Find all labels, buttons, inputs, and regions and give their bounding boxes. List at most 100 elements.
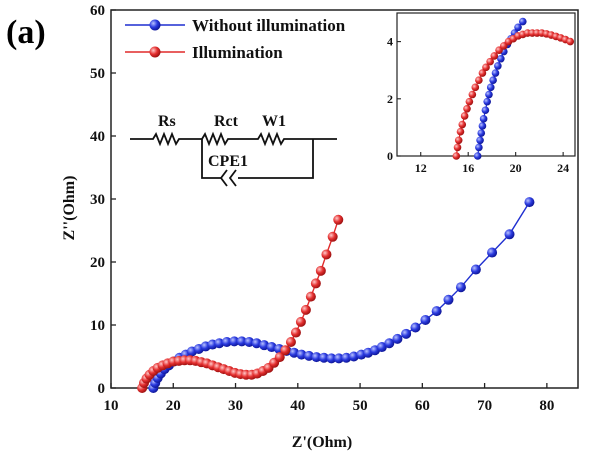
inset-data-point-illum [453,143,462,152]
inset-data-point-without [483,97,491,106]
data-point-without [431,306,442,317]
data-point-illum [327,231,338,242]
inset-data-point-illum [456,127,465,136]
data-point-illum [300,304,311,315]
legend-marker-without [149,19,161,31]
inset-data-point-illum [460,112,469,120]
x-tick-label: 30 [228,398,243,414]
inset-data-point-illum [482,63,490,72]
data-point-without [259,340,270,351]
data-point-illum [333,214,344,225]
data-point-illum [321,249,332,260]
data-point-without [289,347,300,358]
inset-data-point-illum [471,83,480,92]
circuit-parallel-wire [201,139,314,179]
y-axis-label: Z''(Ohm) [61,176,78,241]
data-point-without [318,352,329,363]
inset-data-point-without [489,76,497,85]
x-tick-label: 50 [353,398,368,414]
inset-data-point-illum [475,76,483,85]
data-point-illum [280,345,291,356]
data-point-illum [310,278,321,289]
x-tick-label: 10 [104,398,119,414]
x-tick-label: 60 [415,398,430,414]
data-point-without [304,350,315,361]
inset-data-point-without [497,54,505,63]
inset-y-tick-label: 2 [387,92,393,106]
data-point-without [311,352,322,363]
data-point-without [214,338,225,349]
data-point-without [487,247,498,258]
inset-data-point-illum [452,152,461,160]
data-point-without [326,353,337,364]
data-point-illum [295,316,306,327]
inset-data-point-illum [458,120,467,129]
data-point-without [266,342,277,353]
cpe-element [219,169,237,187]
data-point-without [470,264,481,275]
data-point-illum [305,291,316,302]
inset-data-point-illum [465,97,474,106]
main-series-group [137,197,535,393]
inset-data-point-without [476,136,484,145]
legend-marker-illum [149,46,161,58]
data-point-without [341,352,352,363]
inset-data-point-without [494,62,502,70]
data-point-illum [285,337,296,348]
data-point-without [504,229,515,240]
inset-data-point-without [479,115,488,123]
data-point-without [410,322,421,333]
data-point-without [296,349,307,360]
data-point-without [524,197,535,208]
inset-y-tick-label: 4 [387,35,393,49]
data-point-without [376,342,387,353]
inset-data-point-without [491,69,500,77]
data-point-without [244,337,255,348]
inset-series-group [452,17,575,160]
y-tick-label: 0 [98,381,106,397]
y-tick-label: 60 [90,3,105,19]
circuit-label-cpe1: CPE1 [208,153,248,170]
equivalent-circuit [130,131,337,187]
inset-data-point-without [475,143,483,152]
legend-label-illum: Illumination [192,43,283,62]
inset-data-point-illum [566,37,575,46]
circuit-label-rct: Rct [214,113,239,130]
data-point-without [455,282,466,293]
inset-data-point-without [473,152,482,160]
inset-x-tick-label: 20 [510,161,522,175]
data-point-illum [290,327,301,338]
data-point-without [251,338,262,349]
x-tick-label: 80 [539,398,554,414]
data-point-without [401,328,412,339]
inset-data-point-illum [468,90,477,99]
x-tick-label: 20 [166,398,181,414]
inset-data-point-illum [486,57,494,66]
y-tick-label: 40 [90,129,105,145]
data-point-without [443,294,454,305]
y-tick-label: 50 [90,66,105,82]
data-point-illum [315,265,326,276]
inset-data-point-illum [478,69,487,77]
inset-data-point-without [518,17,527,26]
data-point-without [392,333,403,344]
panel-label: (a) [6,14,46,51]
inset-data-point-illum [463,105,471,113]
inset-y-tick-label: 0 [387,149,393,163]
data-point-without [333,353,344,364]
y-tick-label: 20 [90,255,105,271]
circuit-main-wire [130,131,337,147]
data-point-without [236,336,247,347]
inset-data-point-illum [454,136,463,145]
legend: Without illumination Illumination [125,16,346,62]
inset-data-point-without [486,83,495,92]
legend-label-without: Without illumination [192,16,346,35]
x-tick-label: 70 [477,398,492,414]
data-point-without [229,336,240,347]
inset-data-point-without [485,90,493,99]
circuit-label-w1: W1 [262,113,286,130]
